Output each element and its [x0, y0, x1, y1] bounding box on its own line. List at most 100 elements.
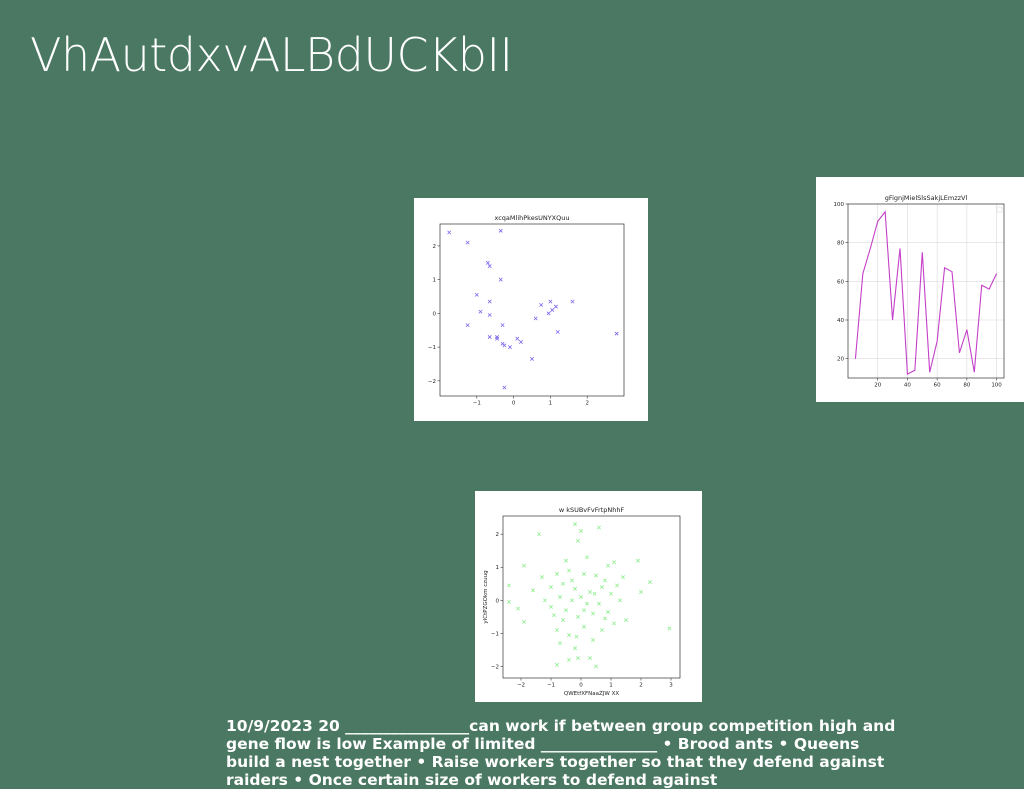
data-point — [567, 657, 571, 662]
data-point — [478, 309, 483, 314]
data-point — [537, 532, 541, 537]
data-point — [606, 563, 610, 568]
y-tick-label: 0 — [496, 598, 500, 604]
data-point — [579, 595, 583, 599]
data-point — [515, 336, 520, 341]
data-point — [487, 313, 492, 318]
data-point — [588, 656, 592, 661]
legend-box — [996, 206, 1003, 213]
data-point — [612, 621, 616, 626]
data-point — [603, 616, 607, 621]
data-point — [533, 316, 538, 321]
data-point — [564, 558, 568, 563]
data-point — [573, 522, 577, 527]
y-tick-label: 60 — [837, 279, 844, 285]
data-point — [594, 664, 598, 669]
chart-title: w kSUBvFvFrtpNhhF — [559, 506, 625, 514]
data-point — [558, 595, 562, 599]
x-tick-label: −1 — [547, 683, 555, 689]
data-point — [516, 606, 520, 611]
data-point — [564, 608, 568, 613]
x-tick-label: 0 — [579, 683, 583, 689]
y-tick-label: 20 — [837, 357, 844, 363]
data-point — [576, 538, 580, 543]
series-line — [854, 210, 998, 376]
data-point — [570, 578, 574, 583]
data-point — [609, 591, 613, 596]
data-point — [615, 583, 619, 588]
data-point — [487, 264, 492, 269]
data-point — [522, 563, 526, 568]
y-tick-label: 100 — [834, 202, 845, 208]
y-tick-label: −2 — [428, 379, 436, 385]
data-point — [585, 555, 589, 560]
data-point — [495, 334, 500, 339]
data-point — [549, 604, 553, 609]
data-point — [561, 581, 565, 586]
data-point — [495, 336, 500, 341]
y-tick-label: 1 — [496, 565, 500, 571]
y-axis-label: yICtPZGOkm czuug — [483, 570, 489, 623]
data-point — [539, 302, 544, 307]
data-point — [612, 560, 616, 565]
y-tick-label: −1 — [428, 345, 436, 351]
data-point — [579, 528, 583, 533]
data-point — [507, 599, 511, 604]
x-tick-label: −1 — [473, 401, 481, 407]
scatter-chart-figure: −1 0 1 2 −2 −1 0 1 2 xcqaMlihPkesUNYXQuu — [414, 198, 648, 421]
data-point — [502, 343, 507, 348]
data-point — [549, 585, 553, 590]
data-point — [530, 356, 534, 361]
data-point — [621, 575, 625, 580]
data-point — [606, 609, 610, 614]
slide-body-text: 10/9/2023 20 ________________can work if… — [226, 717, 896, 789]
data-point — [502, 385, 507, 390]
data-point — [558, 641, 562, 646]
x-tick-label: 2 — [639, 683, 643, 689]
y-tick-label: 2 — [433, 244, 437, 250]
data-point — [487, 334, 492, 339]
x-tick-label: 60 — [934, 383, 941, 389]
data-point — [603, 578, 607, 583]
axes-frame — [502, 515, 681, 679]
scatter-chart-svg: −1 0 1 2 −2 −1 0 1 2 xcqaMlihPkesUNYXQuu — [428, 214, 625, 407]
data-point — [576, 614, 580, 619]
data-point — [591, 611, 595, 616]
data-point — [582, 571, 586, 576]
data-point — [555, 628, 559, 633]
y-tick-label: −2 — [491, 664, 499, 670]
x-tick-label: 20 — [874, 383, 881, 389]
data-point — [550, 308, 555, 312]
chart-title: gFignjMielSlsSakjLEmzzVl — [885, 194, 968, 202]
data-point — [567, 568, 571, 573]
data-point — [555, 329, 560, 334]
y-tick-label: 0 — [433, 311, 437, 317]
x-tick-label: 40 — [904, 383, 911, 389]
data-point — [531, 588, 535, 593]
data-point — [546, 311, 551, 316]
data-point — [570, 299, 575, 304]
data-point — [594, 573, 598, 578]
x-tick-label: 80 — [963, 383, 970, 389]
data-point — [543, 598, 547, 603]
data-point — [636, 558, 640, 563]
data-point — [573, 586, 577, 591]
data-point — [447, 230, 452, 235]
data-point — [582, 624, 586, 629]
data-point — [498, 228, 503, 233]
data-point — [487, 299, 492, 304]
scatter-chart-2-figure: −2 −1 0 1 2 3 −2 −1 0 1 2 w kSUBvFvFrtpNhhF QWEtfXFN… — [475, 491, 702, 702]
line-chart-figure: 20 40 60 80 100 20 40 60 80 100 gFignjMielSlsSakjL… — [816, 177, 1024, 402]
data-point — [507, 345, 512, 350]
data-point — [465, 240, 470, 245]
data-point — [591, 637, 595, 642]
y-tick-label: 1 — [433, 278, 437, 284]
slide-title: VhAutdxvALBdUCKbII — [30, 28, 513, 82]
data-point — [552, 613, 556, 618]
data-point — [597, 601, 601, 606]
data-point — [639, 590, 643, 595]
x-tick-label: 1 — [609, 683, 613, 689]
scatter-chart-2-svg: −2 −1 0 1 2 3 −2 −1 0 1 2 w kSUBvFvFrtpNhhF QWEtfXFN… — [483, 506, 681, 697]
data-point — [648, 580, 652, 585]
data-point — [485, 260, 490, 265]
